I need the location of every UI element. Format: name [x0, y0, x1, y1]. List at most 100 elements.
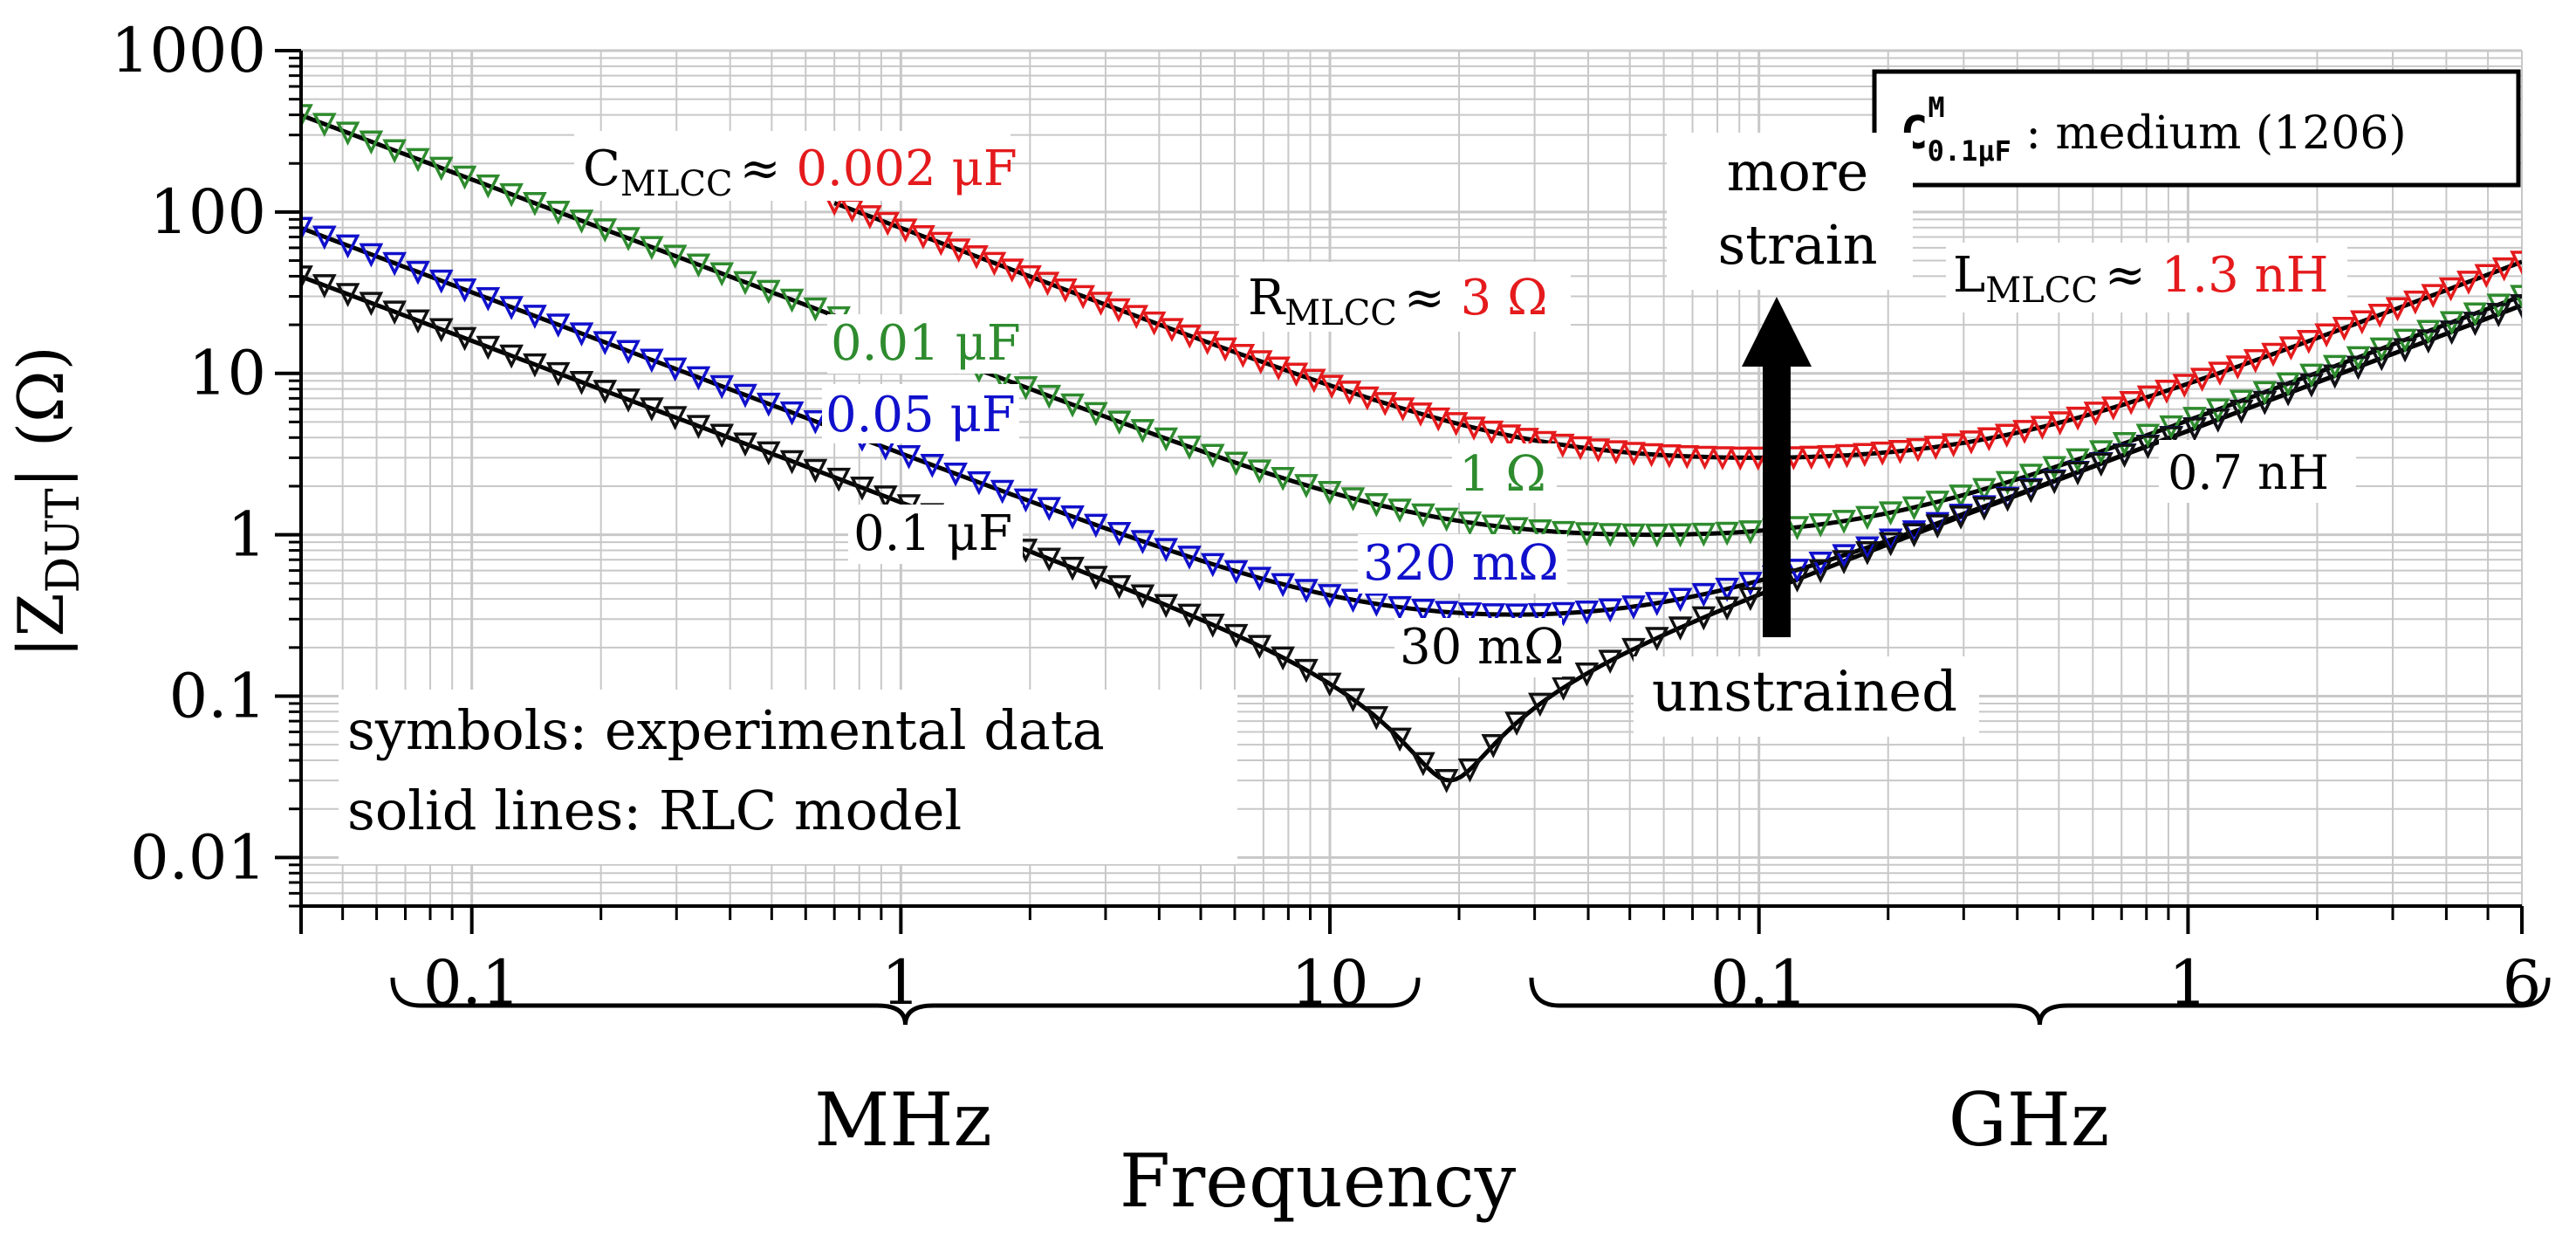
data-marker	[1834, 443, 1860, 469]
data-marker	[1532, 430, 1558, 456]
data-marker	[1200, 443, 1225, 469]
data-marker	[2208, 361, 2232, 386]
data-marker	[476, 335, 501, 361]
data-marker	[335, 283, 360, 307]
data-marker	[662, 244, 688, 270]
data-marker	[2112, 432, 2137, 457]
data-marker	[2403, 290, 2428, 315]
data-marker	[1294, 658, 1319, 683]
data-marker	[709, 262, 735, 287]
data-marker	[1037, 497, 1062, 522]
r-value-blue: 320 mΩ	[1363, 535, 1559, 592]
data-marker	[1817, 444, 1841, 470]
data-marker	[2042, 470, 2067, 495]
data-marker	[2299, 373, 2324, 398]
data-marker	[2456, 271, 2481, 295]
data-marker	[2135, 435, 2161, 459]
r-value-black: 30 mΩ	[1400, 619, 1565, 676]
data-marker	[593, 331, 618, 356]
data-marker	[1497, 424, 1522, 449]
data-marker	[1710, 446, 1735, 470]
data-marker	[1738, 572, 1763, 596]
data-marker	[964, 244, 989, 270]
data-marker	[545, 361, 571, 387]
data-marker	[2349, 310, 2374, 335]
data-marker	[406, 148, 430, 173]
data-marker	[1013, 375, 1038, 401]
data-marker	[1284, 362, 1309, 388]
data-marker	[1977, 427, 2002, 452]
data-marker	[1457, 511, 1483, 536]
data-marker	[1457, 758, 1483, 783]
data-marker	[1223, 451, 1249, 477]
data-marker	[545, 313, 571, 338]
data-marker	[1621, 442, 1647, 466]
data-marker	[709, 423, 735, 449]
data-marker	[1177, 436, 1202, 460]
data-marker	[569, 322, 594, 347]
data-marker	[1551, 676, 1576, 701]
data-marker	[1052, 278, 1078, 303]
data-marker	[1248, 350, 1273, 374]
data-marker	[301, 104, 313, 128]
data-marker	[1195, 331, 1220, 355]
data-marker	[1271, 573, 1295, 598]
data-marker	[616, 388, 641, 413]
data-marker	[1925, 491, 1950, 515]
data-marker	[1504, 517, 1529, 542]
data-marker	[452, 165, 477, 190]
data-marker	[1728, 446, 1753, 471]
data-marker	[779, 401, 805, 426]
data-marker	[1644, 523, 1669, 548]
data-marker	[1373, 392, 1398, 416]
data-marker	[1387, 595, 1412, 621]
data-marker	[1878, 528, 1903, 553]
data-marker	[1785, 516, 1810, 540]
data-marker	[1084, 402, 1108, 427]
data-marker	[1177, 546, 1202, 570]
data-marker	[896, 445, 921, 470]
data-marker	[1994, 423, 2019, 449]
data-marker	[1621, 637, 1646, 663]
data-marker	[1644, 592, 1669, 616]
y-tick-label: 10	[188, 338, 266, 409]
data-marker	[1390, 397, 1415, 422]
data-marker	[1808, 559, 1833, 584]
data-marker	[2474, 264, 2499, 289]
data-marker	[1785, 568, 1810, 593]
data-marker	[1923, 436, 1949, 460]
data-marker	[1317, 584, 1342, 608]
x-unit-braces	[390, 977, 2551, 1026]
data-marker	[1364, 493, 1389, 518]
data-marker	[301, 216, 313, 242]
data-marker	[873, 485, 898, 510]
data-marker	[2030, 415, 2055, 441]
data-marker	[2066, 406, 2090, 431]
data-marker	[803, 409, 828, 435]
data-marker	[1364, 593, 1389, 617]
data-marker	[1586, 438, 1611, 463]
data-marker	[1481, 734, 1506, 759]
data-marker	[1901, 523, 1927, 548]
data-marker	[2438, 277, 2463, 302]
data-marker	[452, 326, 477, 352]
data-marker	[1411, 503, 1435, 528]
data-marker	[1294, 579, 1319, 603]
data-marker	[312, 225, 337, 251]
data-marker	[2510, 294, 2522, 319]
data-marker	[928, 231, 954, 257]
data-marker	[1959, 430, 1983, 455]
data-marker	[1574, 662, 1600, 687]
data-marker	[406, 309, 430, 334]
data-marker	[2421, 284, 2446, 308]
data-marker	[2252, 390, 2278, 415]
data-marker	[1411, 752, 1435, 777]
r-value-green: 1 Ω	[1459, 446, 1546, 503]
device-label-sub: 0.1μF	[1928, 134, 2011, 168]
data-marker	[1949, 484, 1973, 509]
data-marker	[1230, 343, 1256, 368]
data-marker	[1972, 496, 1997, 521]
data-marker	[686, 366, 711, 391]
data-marker	[1832, 544, 1856, 569]
x-axis-label: Frequency	[1120, 1138, 1517, 1224]
